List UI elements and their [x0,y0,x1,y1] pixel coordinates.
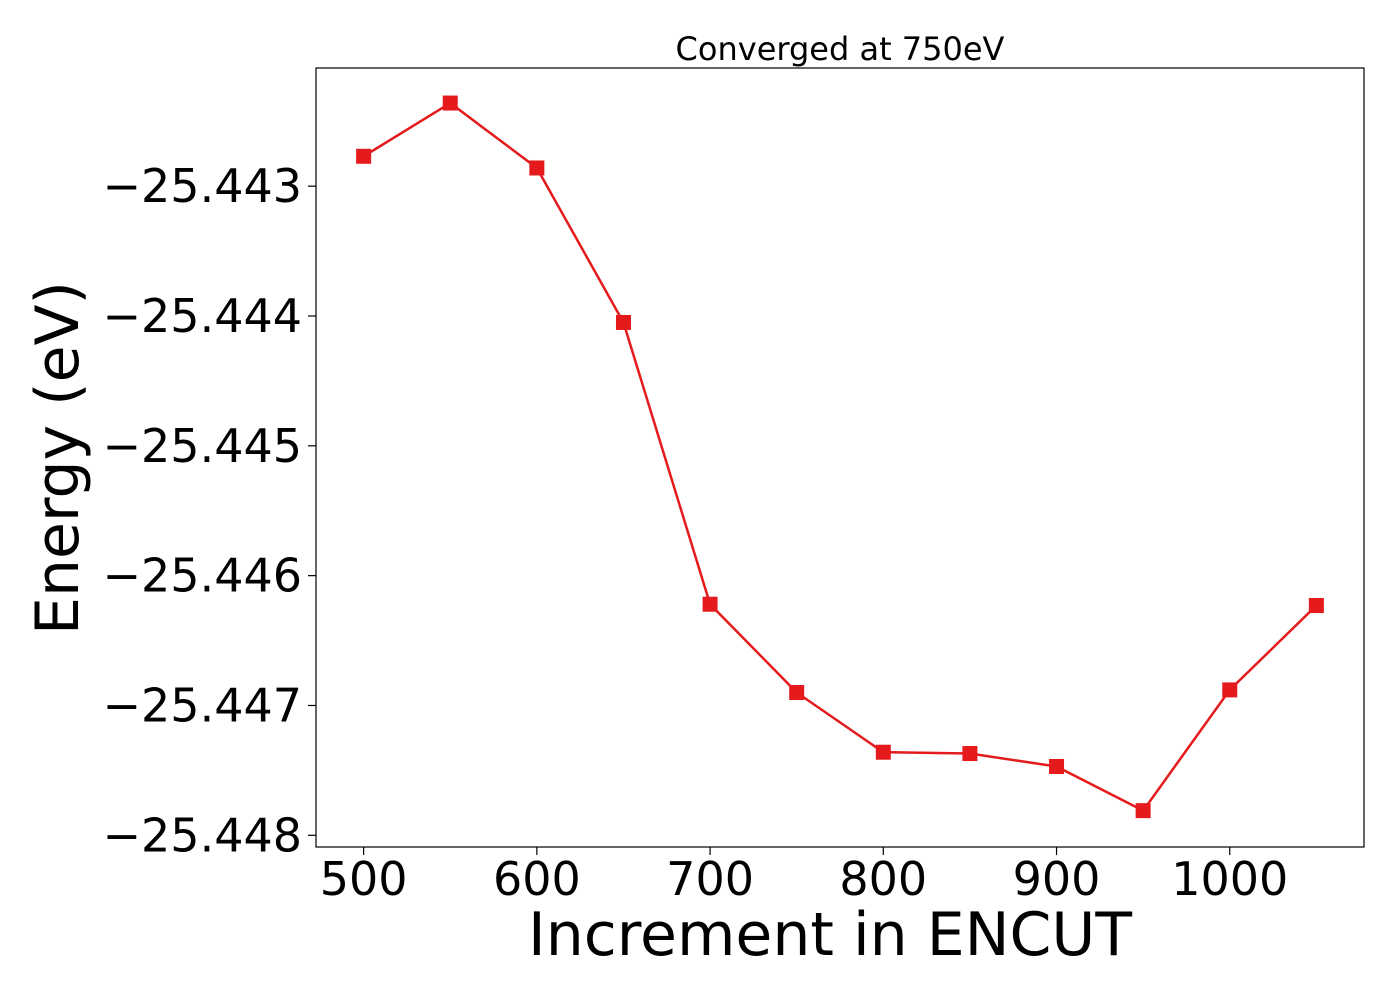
x-axis-label: Increment in ENCUT [528,900,1132,970]
x-tick-label: 600 [493,852,581,906]
data-point-marker [702,596,718,612]
x-tick-label: 900 [1013,852,1101,906]
x-tick-label: 1000 [1171,852,1288,906]
data-point-marker [529,160,545,176]
data-point-marker [442,95,458,111]
data-point-marker [356,148,372,164]
y-tick-label: −25.448 [103,808,303,862]
y-tick-label: −25.446 [103,549,303,603]
data-point-marker [1135,803,1151,819]
data-point-marker [1308,598,1324,614]
x-tick-label: 800 [839,852,927,906]
y-tick-label: −25.444 [103,289,303,343]
y-axis: −25.448 −25.447 −25.446 −25.445 −25.444 −25.4… [103,159,316,862]
data-point-marker [1049,759,1065,775]
plot-area-frame [315,67,1365,848]
x-tick-label: 500 [320,852,408,906]
data-point-marker [875,744,891,760]
x-tick-label: 700 [666,852,754,906]
data-point-marker [962,746,978,762]
y-tick-label: −25.445 [103,419,303,473]
x-axis: 500 600 700 800 900 1000 [320,847,1288,906]
series-layer [356,95,1324,819]
y-axis-label: Energy (eV) [23,281,93,635]
y-tick-label: −25.447 [103,678,303,732]
y-tick-label: −25.443 [103,159,303,213]
data-point-marker [1222,682,1238,698]
chart-title: Converged at 750eV [676,30,1005,68]
data-point-marker [615,314,631,330]
series-line [362,101,1318,812]
data-point-marker [789,684,805,700]
